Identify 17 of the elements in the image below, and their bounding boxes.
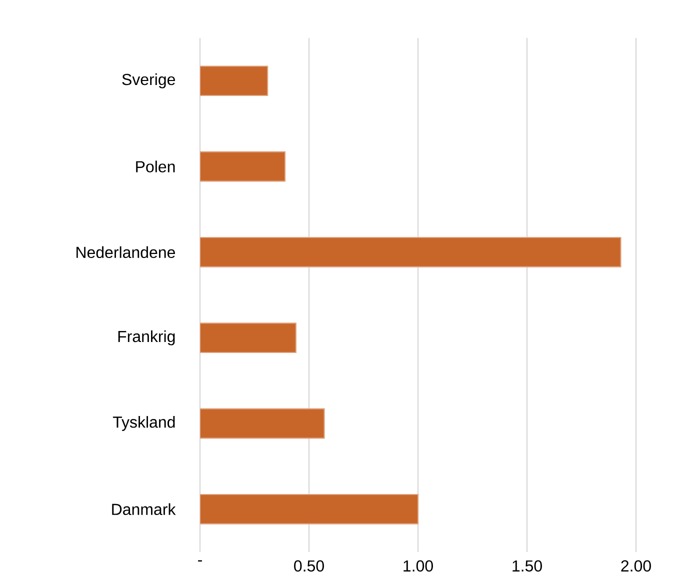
bar: [200, 408, 325, 439]
bar: [200, 322, 296, 354]
y-tick-label: Tyskland: [112, 416, 175, 431]
y-tick-label: Frankrig: [118, 330, 175, 346]
y-tick-label: Polen: [136, 160, 175, 172]
x-tick-label: 1.00: [404, 560, 433, 572]
y-tick-label: Nederlandene: [76, 246, 175, 258]
x-tick-label: 1.50: [512, 560, 542, 572]
bar: [200, 151, 286, 182]
x-tick-label: 2.00: [621, 560, 651, 572]
y-tick-label: Danmark: [112, 503, 176, 516]
bar: [200, 66, 268, 96]
y-tick-label: Sverige: [122, 73, 176, 88]
bar: [200, 494, 419, 524]
x-tick-label: -: [198, 560, 202, 562]
bar: [200, 237, 622, 268]
x-tick-label: 0.50: [294, 560, 324, 572]
